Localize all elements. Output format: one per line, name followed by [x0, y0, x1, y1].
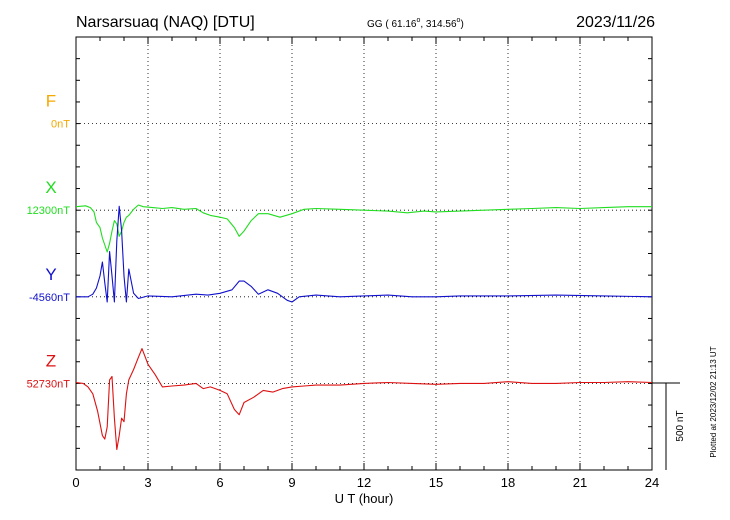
series-group	[75, 204, 653, 451]
series-line-y	[76, 205, 653, 303]
x-tick-label: 6	[216, 475, 223, 490]
x-axis-label: U T (hour)	[335, 491, 394, 506]
series-line-x	[75, 204, 652, 253]
channel-labels: F 0nT X 12300nT Y -4560nT Z 52730nT	[27, 92, 71, 391]
channel-name-f: F	[46, 92, 56, 111]
plotted-timestamp: Plotted at 2023/12/02 21:13 UT	[709, 346, 718, 457]
x-tick-label: 24	[645, 475, 659, 490]
series-line-z	[75, 348, 653, 451]
grid	[76, 37, 652, 470]
x-tick-label: 0	[72, 475, 79, 490]
x-tick-label: 12	[357, 475, 371, 490]
channel-name-z: Z	[46, 351, 56, 370]
scale-bar-label: 500 nT	[675, 410, 686, 441]
channel-name-x: X	[45, 178, 56, 197]
axis-ticks: 0 3 6 9 12 15 18 21 24	[72, 37, 659, 490]
x-tick-label: 9	[288, 475, 295, 490]
x-tick-label: 3	[144, 475, 151, 490]
channel-baseline-y: -4560nT	[29, 292, 70, 304]
coordinates: GG ( 61.16o, 314.56o)	[367, 17, 464, 30]
date-label: 2023/11/26	[576, 14, 655, 31]
x-tick-label: 15	[429, 475, 443, 490]
x-tick-label: 21	[573, 475, 587, 490]
channel-baseline-f: 0nT	[51, 119, 70, 131]
channel-name-y: Y	[45, 265, 56, 284]
station-title: Narsarsuaq (NAQ) [DTU]	[76, 14, 255, 31]
channel-baseline-z: 52730nT	[27, 378, 71, 390]
channel-baseline-x: 12300nT	[27, 205, 71, 217]
x-tick-label: 18	[501, 475, 515, 490]
